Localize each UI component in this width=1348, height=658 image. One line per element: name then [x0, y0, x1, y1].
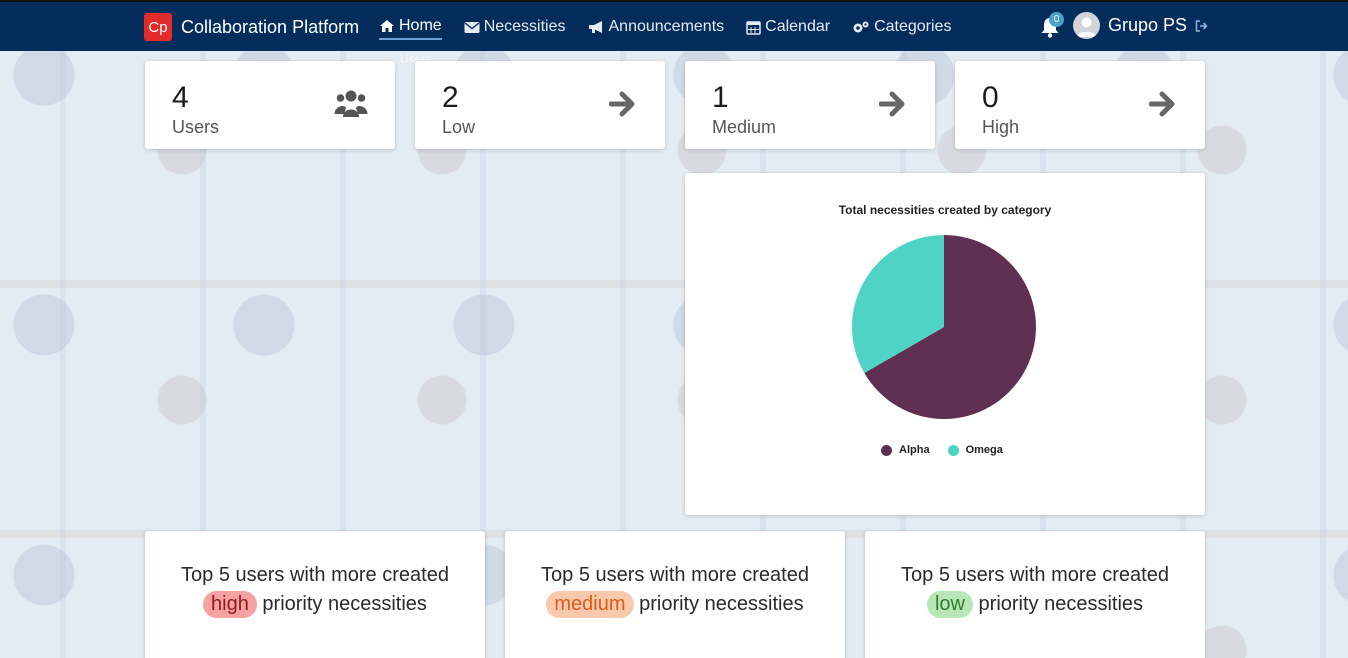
megaphone-icon [588, 21, 602, 33]
nav-necessities[interactable]: Necessities [464, 14, 566, 40]
nav-calendar[interactable]: Calendar [746, 14, 830, 40]
pie-slice-alpha[interactable] [864, 235, 1036, 419]
brand-name: Collaboration Platform [181, 16, 360, 37]
user-avatar-icon [1076, 17, 1097, 37]
legend-swatch [947, 444, 959, 456]
card-heading-prefix: Top 5 users with more created [901, 564, 1169, 586]
nav-home[interactable]: Home [379, 14, 442, 40]
chart-title: Total necessities created by category [838, 203, 1052, 217]
card-heading-prefix: Top 5 users with more created [541, 564, 809, 586]
stat-value: 0 [982, 81, 999, 114]
brand-logo: Cp [144, 13, 172, 41]
envelope-icon [464, 21, 480, 33]
home-icon [380, 20, 394, 32]
card-heading-prefix: Top 5 users with more created [181, 564, 449, 586]
stat-value: 1 [712, 81, 729, 114]
legend-item-alpha[interactable]: Alpha [881, 444, 930, 456]
chart-legend: Alpha Omega [881, 444, 1021, 456]
legend-item-omega[interactable]: Omega [947, 444, 1003, 456]
top-users-medium-card: Top 5 users with more created medium pri… [505, 531, 845, 658]
stat-label: Users [172, 117, 220, 137]
legend-swatch [881, 444, 892, 456]
notification-badge: 0 [1049, 11, 1064, 27]
arrow-right-icon [1149, 91, 1175, 117]
pie-slice-omega[interactable] [852, 235, 944, 373]
navbar: Cp Collaboration Platform Home Necessiti… [0, 0, 1348, 51]
legend-label: Alpha [899, 444, 930, 456]
legend-label: Omega [965, 444, 1003, 456]
nav-home-label: Home [399, 17, 442, 34]
logout-icon [1195, 19, 1208, 32]
user-area: 0 Grupo PS [1040, 11, 1208, 39]
nav-categories-label: Categories [874, 18, 952, 35]
stat-label: High [982, 117, 1020, 137]
stat-label: Low [442, 117, 476, 137]
priority-badge-low: low [926, 591, 973, 618]
stat-card-medium[interactable]: 1 Medium [685, 61, 935, 149]
card-heading-suffix: priority necessities [639, 593, 804, 615]
card-heading-suffix: priority necessities [262, 593, 427, 615]
logout-button[interactable] [1195, 19, 1208, 32]
priority-badge-high: high [203, 591, 257, 618]
nav-announcements[interactable]: Announcements [588, 14, 725, 40]
stat-card-users[interactable]: 4 Users [145, 61, 395, 149]
calendar-icon [746, 20, 761, 35]
users-icon [334, 90, 368, 117]
priority-badge-medium: medium [546, 591, 634, 618]
arrow-right-icon [879, 91, 905, 117]
main-nav: Home Necessities Announcements Calendar … [379, 14, 973, 40]
username[interactable]: Grupo PS [1108, 15, 1188, 35]
stat-card-low[interactable]: 2 Low [415, 61, 665, 149]
stat-value: 2 [442, 81, 459, 114]
nav-calendar-label: Calendar [765, 18, 831, 35]
category-chart-card: Total necessities created by category Al… [685, 173, 1205, 515]
stat-label: Medium [712, 117, 777, 137]
card-heading-suffix: priority necessities [978, 593, 1144, 615]
brand[interactable]: Cp Collaboration Platform [144, 13, 359, 41]
nav-categories[interactable]: Categories [852, 14, 951, 40]
top-users-low-card: Top 5 users with more created low priori… [865, 531, 1205, 658]
gears-icon [853, 21, 869, 32]
top-users-high-card: Top 5 users with more created high prior… [145, 531, 485, 658]
notifications-button[interactable]: 0 [1040, 11, 1064, 39]
nav-announcements-label: Announcements [608, 18, 725, 35]
arrow-right-icon [609, 91, 635, 117]
stat-card-high[interactable]: 0 High [955, 61, 1205, 149]
avatar[interactable] [1073, 12, 1100, 39]
nav-necessities-label: Necessities [483, 18, 566, 35]
stat-value: 4 [172, 81, 189, 114]
pie-chart [852, 235, 1036, 419]
